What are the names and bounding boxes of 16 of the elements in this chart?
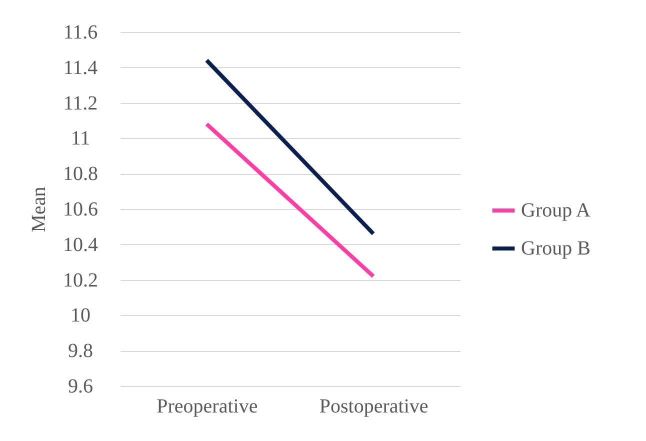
y-tick-label: 10.4 <box>63 234 98 256</box>
x-tick-label: Preoperative <box>156 396 258 418</box>
y-tick-label: 11 <box>70 128 90 150</box>
y-tick-label: 11.6 <box>63 22 98 44</box>
x-tick-label: Postoperative <box>319 396 428 418</box>
y-tick-label: 9.6 <box>68 376 93 398</box>
legend-label: Group B <box>521 238 590 260</box>
y-tick-label: 10.2 <box>63 269 98 292</box>
y-tick-label: 9.8 <box>68 340 93 362</box>
y-tick-label: 11.2 <box>63 92 98 114</box>
y-tick-label: 10 <box>70 304 90 327</box>
legend-label: Group A <box>521 200 591 222</box>
y-tick-label: 10.6 <box>63 198 98 220</box>
y-axis-title: Mean <box>28 186 50 232</box>
y-tick-label: 10.8 <box>63 163 98 186</box>
y-tick-label: 11.4 <box>63 56 98 79</box>
